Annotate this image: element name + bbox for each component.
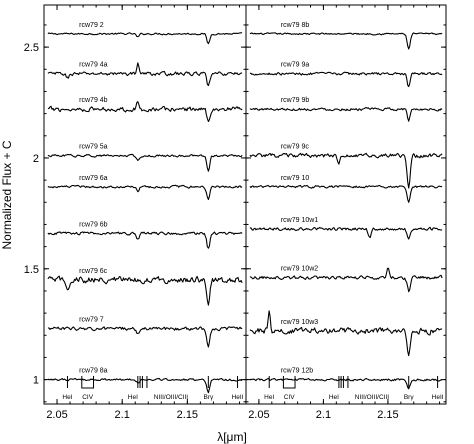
- y-axis-title: Normalized Flux + C: [0, 140, 14, 249]
- labels-layer: 2.05 2.1 2.15 1 1.5 2 2.5 rcw79 2 rcw79 4a rcw79 …: [24, 22, 444, 421]
- spectrum-label-rcw79-7: rcw79 7: [79, 317, 104, 324]
- line-id-label-hei-left: HeI: [128, 394, 138, 401]
- line-id-label-heii-left: HeII: [232, 394, 244, 401]
- line-id-label-hei-left: HeI: [62, 394, 72, 401]
- line-id-mark-civ: [81, 376, 95, 389]
- panels-layer: [43, 4, 447, 405]
- spectrum-rcw79-8b: [249, 32, 443, 50]
- line-id-label-hei-right: HeI: [264, 394, 274, 401]
- line-id-label-br-right: Brγ: [404, 394, 415, 401]
- line-id-label-niii-oiii-ciii-right: NIII/OIII/CIII: [355, 394, 390, 401]
- spectrum-label-rcw79-4a: rcw79 4a: [79, 62, 108, 69]
- spectrum-rcw79-2: [47, 32, 243, 45]
- spectrum-rcw79-6b: [47, 231, 243, 249]
- spectrum-label-rcw79-8b: rcw79 8b: [281, 22, 310, 29]
- line-id-hei-right: [338, 376, 342, 388]
- line-id-niii-oiii-ciii-right: [342, 376, 349, 388]
- x-tick-label-left-1: 2.1: [115, 409, 130, 421]
- line-id-label-hei-right: HeI: [329, 394, 339, 401]
- spectrum-label-rcw79-4b: rcw79 4b: [79, 97, 108, 104]
- spectrum-rcw79-12b: [249, 377, 443, 390]
- spectrum-rcw79-7: [47, 326, 243, 348]
- y-tick-label-1: 1.5: [24, 264, 39, 276]
- line-id-hei-left: [137, 376, 141, 388]
- line-id-niii-oiii-ciii-left: [141, 376, 148, 388]
- spectrum-rcw79-4a: [47, 62, 243, 87]
- spectrum-label-rcw79-6b: rcw79 6b: [79, 221, 108, 228]
- spectrum-rcw79-5a: [47, 153, 243, 172]
- y-tick-label-3: 2.5: [24, 42, 39, 54]
- spectrum-label-rcw79-10w3: rcw79 10w3: [281, 319, 318, 326]
- spectrum-rcw79-4b: [47, 101, 243, 123]
- spectrum-label-rcw79-2: rcw79 2: [79, 22, 104, 29]
- line-id-label-civ-right: CIV: [284, 394, 296, 401]
- spectrum-label-rcw79-5a: rcw79 5a: [79, 144, 108, 151]
- spectrum-rcw79-10w1: [249, 226, 443, 240]
- spectrum-label-rcw79-10w2: rcw79 10w2: [281, 266, 318, 273]
- spectrum-label-rcw79-9c: rcw79 9c: [281, 144, 310, 151]
- spectrum-rcw79-10: [249, 184, 443, 203]
- x-tick-label-right-2: 2.15: [377, 409, 398, 421]
- spectrum-rcw79-10w2: [249, 267, 443, 293]
- y-tick-label-2: 2: [33, 153, 39, 165]
- line-id-label-br-left: Brγ: [203, 394, 214, 401]
- spectrum-rcw79-9a: [249, 71, 443, 88]
- x-tick-label-left-2: 2.15: [177, 409, 198, 421]
- spectrum-rcw79-9b: [249, 106, 443, 122]
- panel-frame-right: [245, 4, 447, 405]
- spectrum-label-rcw79-9a: rcw79 9a: [281, 62, 310, 69]
- x-axis-title: λ[μm]: [217, 430, 247, 444]
- spectrum-label-rcw79-12b: rcw79 12b: [281, 368, 313, 375]
- line-id-label-niii-oiii-ciii-left: NIII/OIII/CIII: [154, 394, 189, 401]
- line-id-civ-left: [81, 376, 95, 389]
- y-tick-label-0: 1: [33, 375, 39, 387]
- line-id-civ-right: [282, 376, 296, 389]
- line-id-mark-civ: [282, 376, 296, 389]
- spectrum-label-rcw79-10w1: rcw79 10w1: [281, 217, 318, 224]
- spectrum-rcw79-6c: [47, 275, 243, 306]
- spectrum-label-rcw79-6a: rcw79 6a: [79, 175, 108, 182]
- spectrum-rcw79-6a: [47, 184, 243, 201]
- spectrum-label-rcw79-10: rcw79 10: [281, 175, 310, 182]
- spectrum-label-rcw79-9b: rcw79 9b: [281, 97, 310, 104]
- line-id-label-civ-left: CIV: [82, 394, 94, 401]
- line-id-label-heii-right: HeII: [432, 394, 444, 401]
- spectrum-label-rcw79-8a: rcw79 8a: [79, 368, 108, 375]
- x-tick-label-right-0: 2.05: [248, 409, 269, 421]
- x-tick-label-left-0: 2.05: [46, 409, 67, 421]
- x-tick-label-right-1: 2.1: [316, 409, 331, 421]
- spectrum-rcw79-8a: [47, 377, 243, 394]
- spectrum-rcw79-9c: [249, 152, 443, 189]
- spectrum-rcw79-10w3: [249, 310, 443, 357]
- spectrum-label-rcw79-6c: rcw79 6c: [79, 268, 108, 275]
